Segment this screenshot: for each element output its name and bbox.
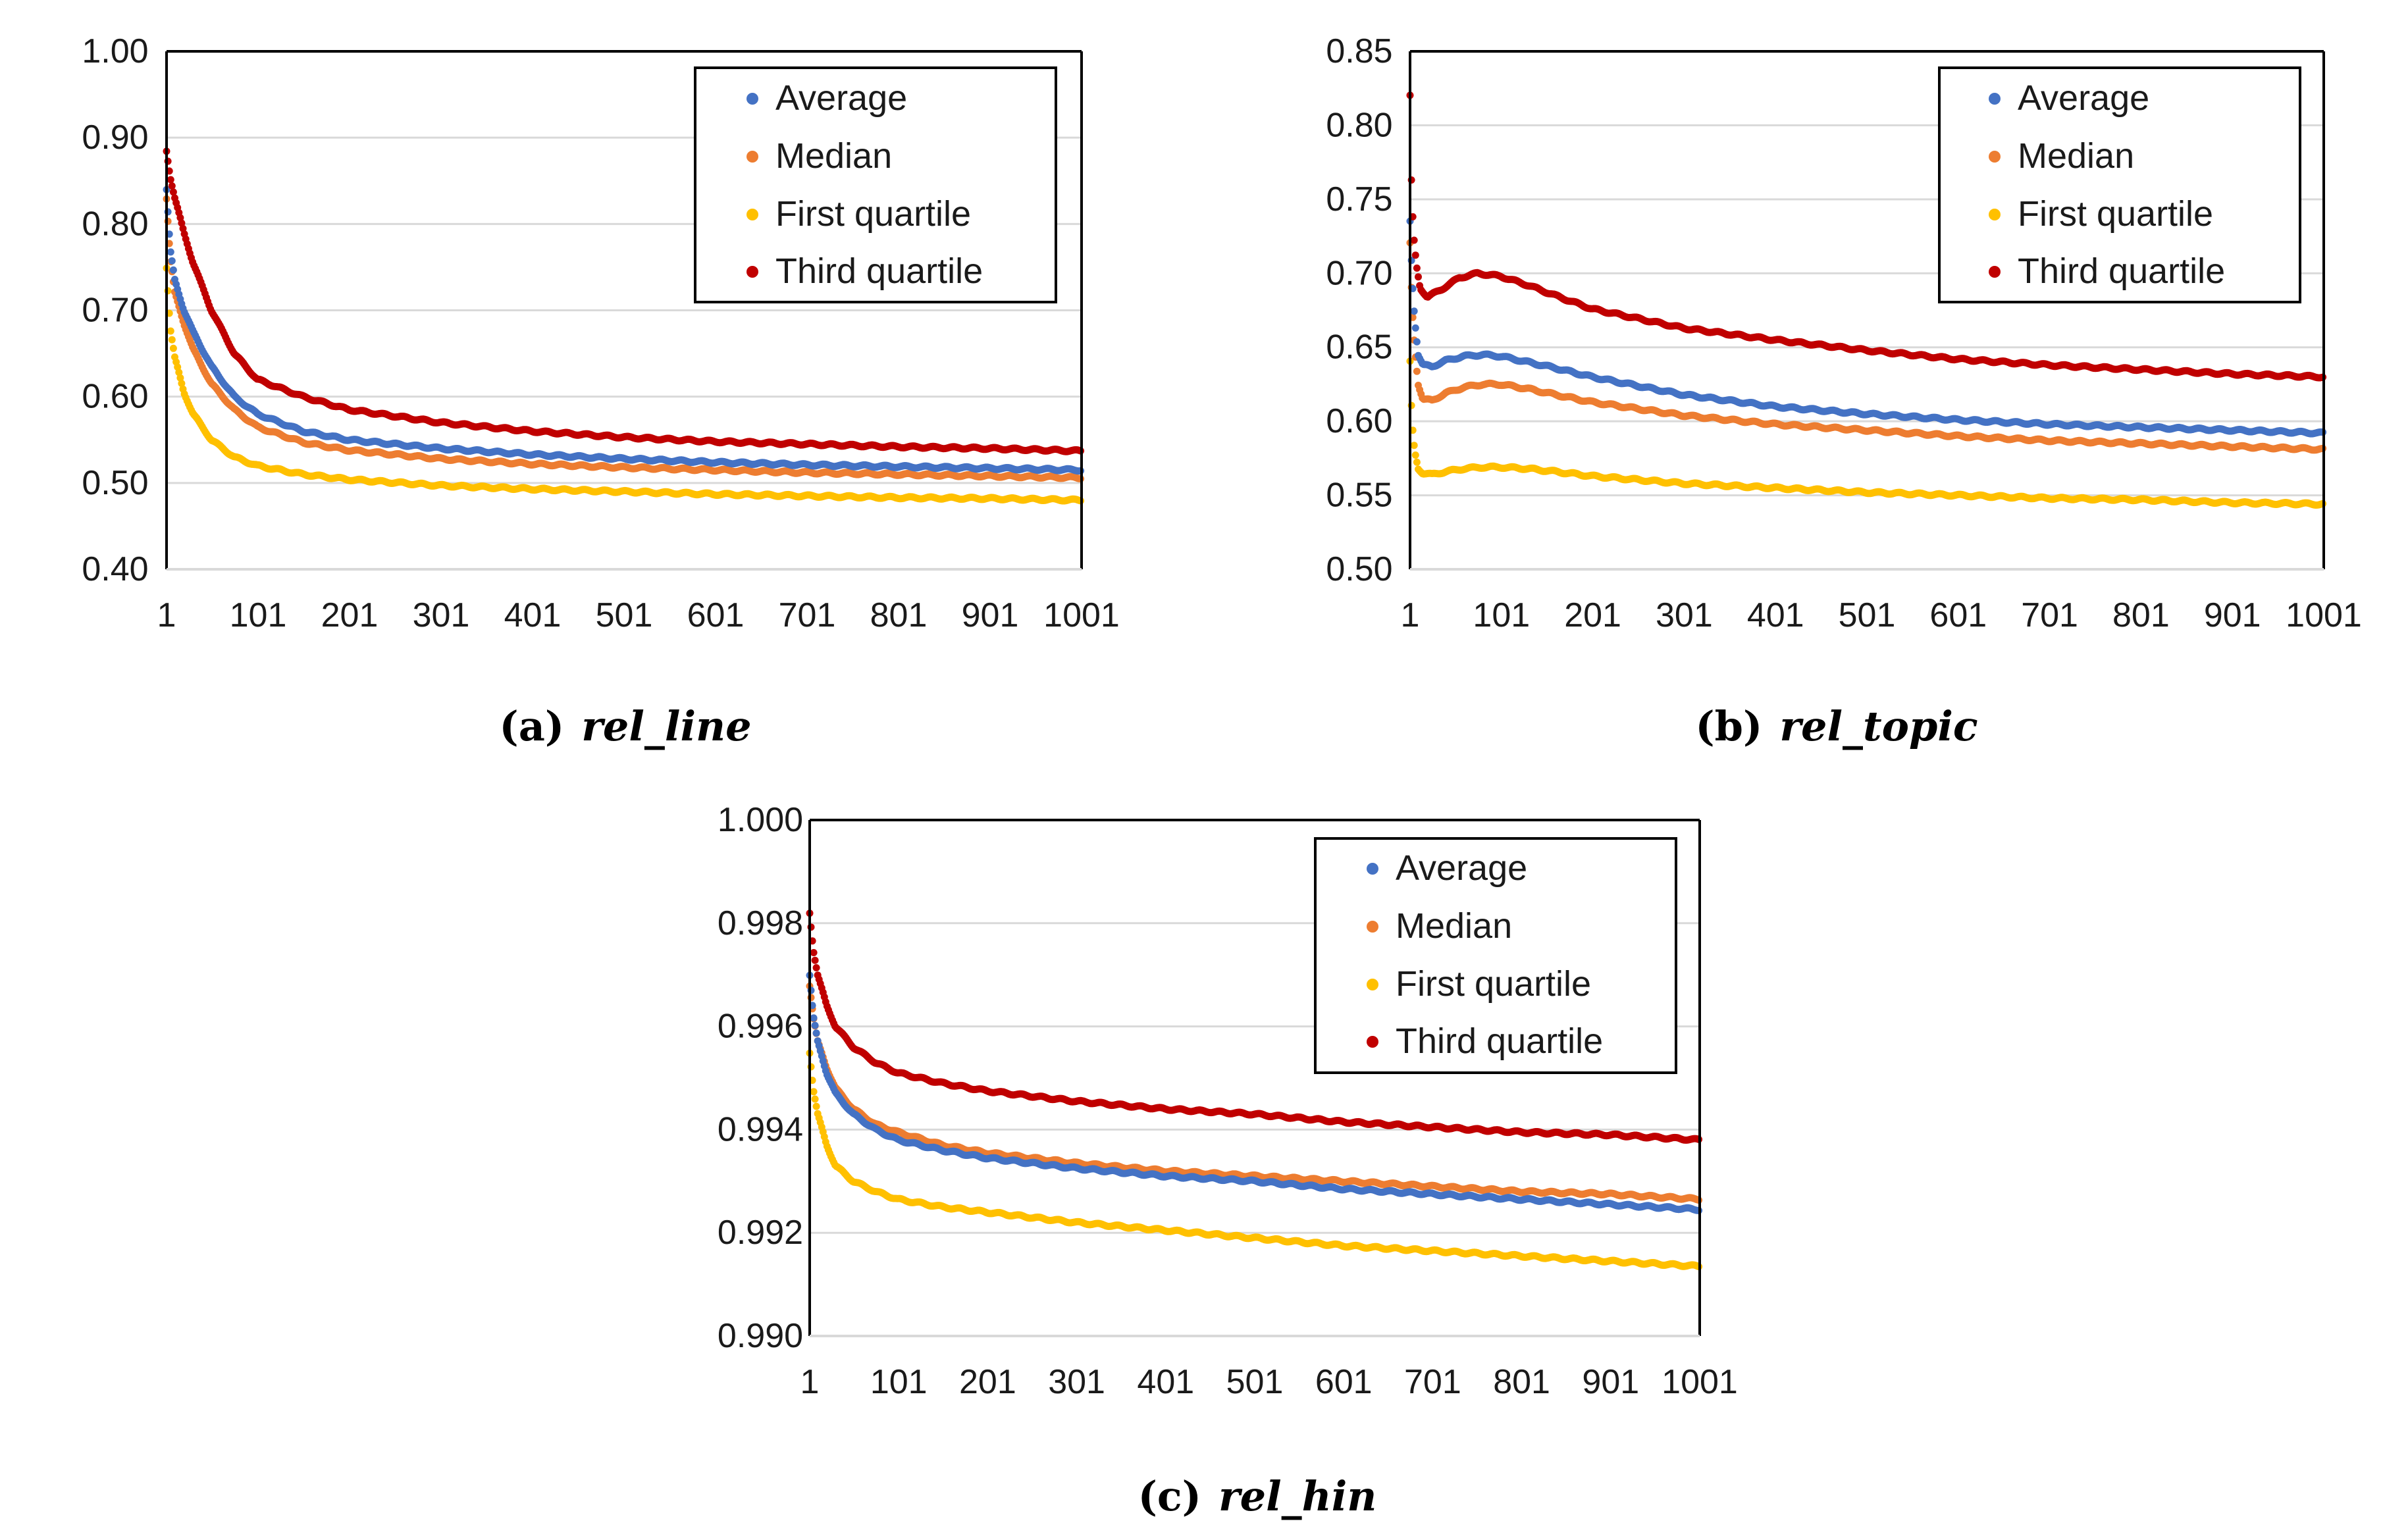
chart-b-y-tick-label: 0.55 — [1326, 476, 1392, 515]
chart-b-point — [1413, 367, 1421, 375]
chart-b-y-tick-label: 0.75 — [1326, 180, 1392, 218]
chart-b-point — [1413, 458, 1421, 466]
chart-a-x-tick-label: 301 — [413, 596, 470, 634]
chart-a-x-tick-label: 101 — [230, 596, 287, 634]
chart-a-x-ticks: 1 101 201 301 401 501 601 701 801 901 1001 — [157, 596, 1120, 634]
chart-a-x-tick-label: 801 — [870, 596, 928, 634]
chart-b-y-tick-label: 0.80 — [1326, 106, 1392, 144]
chart-a-legend-marker-first-quartile — [746, 209, 758, 220]
chart-a-y-ticks: 0.40 0.50 0.60 0.70 0.80 0.90 1.00 — [82, 32, 148, 588]
chart-a-x-tick-label: 701 — [779, 596, 836, 634]
chart-b-y-tick-label: 0.50 — [1326, 550, 1392, 588]
chart-a-point — [168, 257, 176, 265]
chart-a-points — [163, 147, 1085, 505]
chart-b-x-tick-label: 801 — [2112, 596, 2170, 634]
chart-a-x-tick-label: 201 — [321, 596, 379, 634]
chart-a-series-first-quartile — [163, 265, 1085, 505]
chart-a-x-tick-label: 1 — [157, 596, 176, 634]
chart-a-legend-marker-average — [746, 93, 758, 105]
chart-a-x-tick-label: 1001 — [1043, 596, 1120, 634]
chart-b-y-tick-label: 0.60 — [1326, 402, 1392, 440]
chart-b-x-ticks: 1 101 201 301 401 501 601 701 801 901 1001 — [1401, 596, 2362, 634]
chart-a-legend-label-first-quartile: First quartile — [775, 194, 971, 234]
chart-a-y-tick-label: 1.00 — [82, 32, 148, 70]
chart-b-point — [1410, 236, 1418, 244]
chart-a-series-average — [163, 186, 1085, 475]
chart-b-point — [1415, 273, 1422, 281]
chart-a-x-tick-label: 401 — [504, 596, 562, 634]
chart-a-y-tick-label: 0.50 — [82, 464, 148, 502]
chart-b-x-tick-label: 601 — [1929, 596, 1987, 634]
chart-b-x-tick-label: 401 — [1747, 596, 1804, 634]
chart-b-y-tick-label: 0.65 — [1326, 328, 1392, 367]
chart-a-x-tick-label: 901 — [962, 596, 1019, 634]
chart-b-point — [1413, 264, 1421, 272]
chart-a-y-tick-label: 0.90 — [82, 118, 148, 157]
chart-a-y-tick-label: 0.40 — [82, 550, 148, 588]
chart-b-x-tick-label: 1 — [1401, 596, 1420, 634]
chart-b-y-tick-label: 0.85 — [1326, 32, 1392, 70]
chart-a-point — [178, 380, 186, 388]
chart-a-point — [168, 336, 176, 344]
chart-b-point — [1413, 338, 1421, 346]
chart-a-point — [175, 369, 183, 376]
chart-b-point — [1411, 451, 1419, 459]
chart-b: 0.50 0.55 0.60 0.65 0.70 0.75 0.80 0.85 1 101 201… — [1326, 32, 2361, 750]
chart-a-point — [169, 188, 177, 196]
chart-b-point — [1410, 442, 1418, 449]
chart-a-legend-label-average: Average — [775, 78, 907, 118]
chart-b-x-tick-label: 201 — [1564, 596, 1621, 634]
chart-a-legend: Average Median First quartile Third quar… — [694, 66, 1057, 303]
chart-a-legend-label-third-quartile: Third quartile — [775, 251, 983, 291]
chart-b-point — [1410, 307, 1418, 315]
chart-a-y-tick-label: 0.80 — [82, 205, 148, 243]
chart-a-caption: (a) rel_line — [499, 702, 751, 750]
chart-b-x-tick-label: 301 — [1656, 596, 1713, 634]
chart-b-x-tick-label: 501 — [1839, 596, 1896, 634]
chart-a-point — [167, 327, 174, 335]
chart-a-caption-prefix: (a) — [499, 702, 564, 750]
chart-a-point — [169, 344, 177, 352]
chart-a-legend-marker-median — [746, 151, 758, 163]
chart-b-x-tick-label: 701 — [2021, 596, 2078, 634]
chart-a-legend-label-median: Median — [775, 136, 892, 176]
chart-a-legend-marker-third-quartile — [746, 266, 758, 278]
chart-a-y-tick-label: 0.70 — [82, 292, 148, 330]
chart-a: 0.40 0.50 0.60 0.70 0.80 0.90 1.00 1 101 201 301 4… — [82, 32, 1119, 750]
chart-b-x-tick-label: 1001 — [2286, 596, 2362, 634]
chart-b-x-tick-label: 101 — [1473, 596, 1530, 634]
chart-b-y-tick-label: 0.70 — [1326, 254, 1392, 292]
chart-a-x-tick-label: 601 — [687, 596, 745, 634]
chart-a-x-tick-label: 501 — [596, 596, 653, 634]
chart-a-point — [169, 266, 177, 274]
chart-b-point — [1411, 324, 1419, 332]
chart-a-point — [176, 374, 184, 382]
chart-b-x-tick-label: 901 — [2204, 596, 2261, 634]
chart-b-point — [1411, 251, 1419, 259]
chart-a-point — [167, 176, 174, 184]
chart-a-caption-name: rel_line — [581, 702, 751, 750]
chart-b-y-ticks: 0.50 0.55 0.60 0.65 0.70 0.75 0.80 0.85 — [1326, 32, 1392, 588]
chart-a-point — [167, 248, 174, 256]
chart-a-series-median — [163, 195, 1085, 482]
chart-a-y-tick-label: 0.60 — [82, 378, 148, 416]
chart-a-point — [168, 182, 176, 190]
